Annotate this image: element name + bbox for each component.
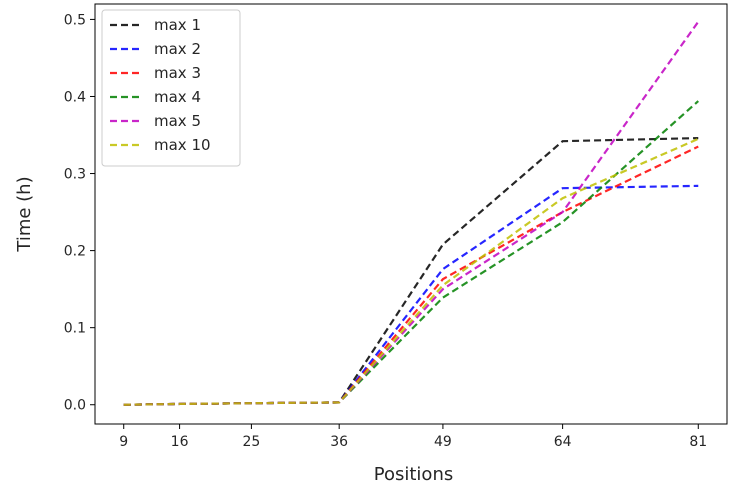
- series-line-3: [123, 145, 699, 406]
- y-tick-label: 0.0: [64, 398, 86, 414]
- legend: max 1 max 2 max 3 max 4 max 5 max 10: [101, 9, 241, 167]
- legend-label: max 2: [154, 40, 201, 58]
- y-tick-label: 0.2: [64, 244, 86, 260]
- series-line-6: [123, 137, 699, 406]
- y-tick-label: 0.5: [64, 12, 86, 28]
- x-axis-label: Positions: [374, 464, 453, 485]
- axes: 9 16 25 36 49 64 81 0.0 0.1 0.2 0.3 0.4 0.5: [64, 3, 728, 450]
- x-tick-label: 36: [330, 434, 348, 450]
- legend-label: max 1: [154, 16, 201, 34]
- y-tick-label: 0.4: [64, 89, 86, 105]
- series-lines: [123, 21, 700, 406]
- x-tick-label: 9: [119, 434, 128, 450]
- plot-frame: [94, 3, 728, 425]
- legend-label: max 3: [154, 64, 201, 82]
- x-tick-label: 49: [434, 434, 452, 450]
- x-tick-label: 81: [689, 434, 707, 450]
- y-tick-label: 0.3: [64, 167, 86, 183]
- series-line-2: [123, 184, 699, 406]
- x-tick-label: 25: [242, 434, 260, 450]
- x-tick-label: 64: [554, 434, 572, 450]
- series-line-1: [123, 136, 699, 406]
- legend-label: max 4: [154, 88, 201, 106]
- y-tick-label: 0.1: [64, 321, 86, 337]
- x-tick-label: 16: [171, 434, 189, 450]
- y-axis-label: Time (h): [14, 176, 35, 252]
- legend-label: max 10: [154, 136, 211, 154]
- legend-label: max 5: [154, 112, 201, 130]
